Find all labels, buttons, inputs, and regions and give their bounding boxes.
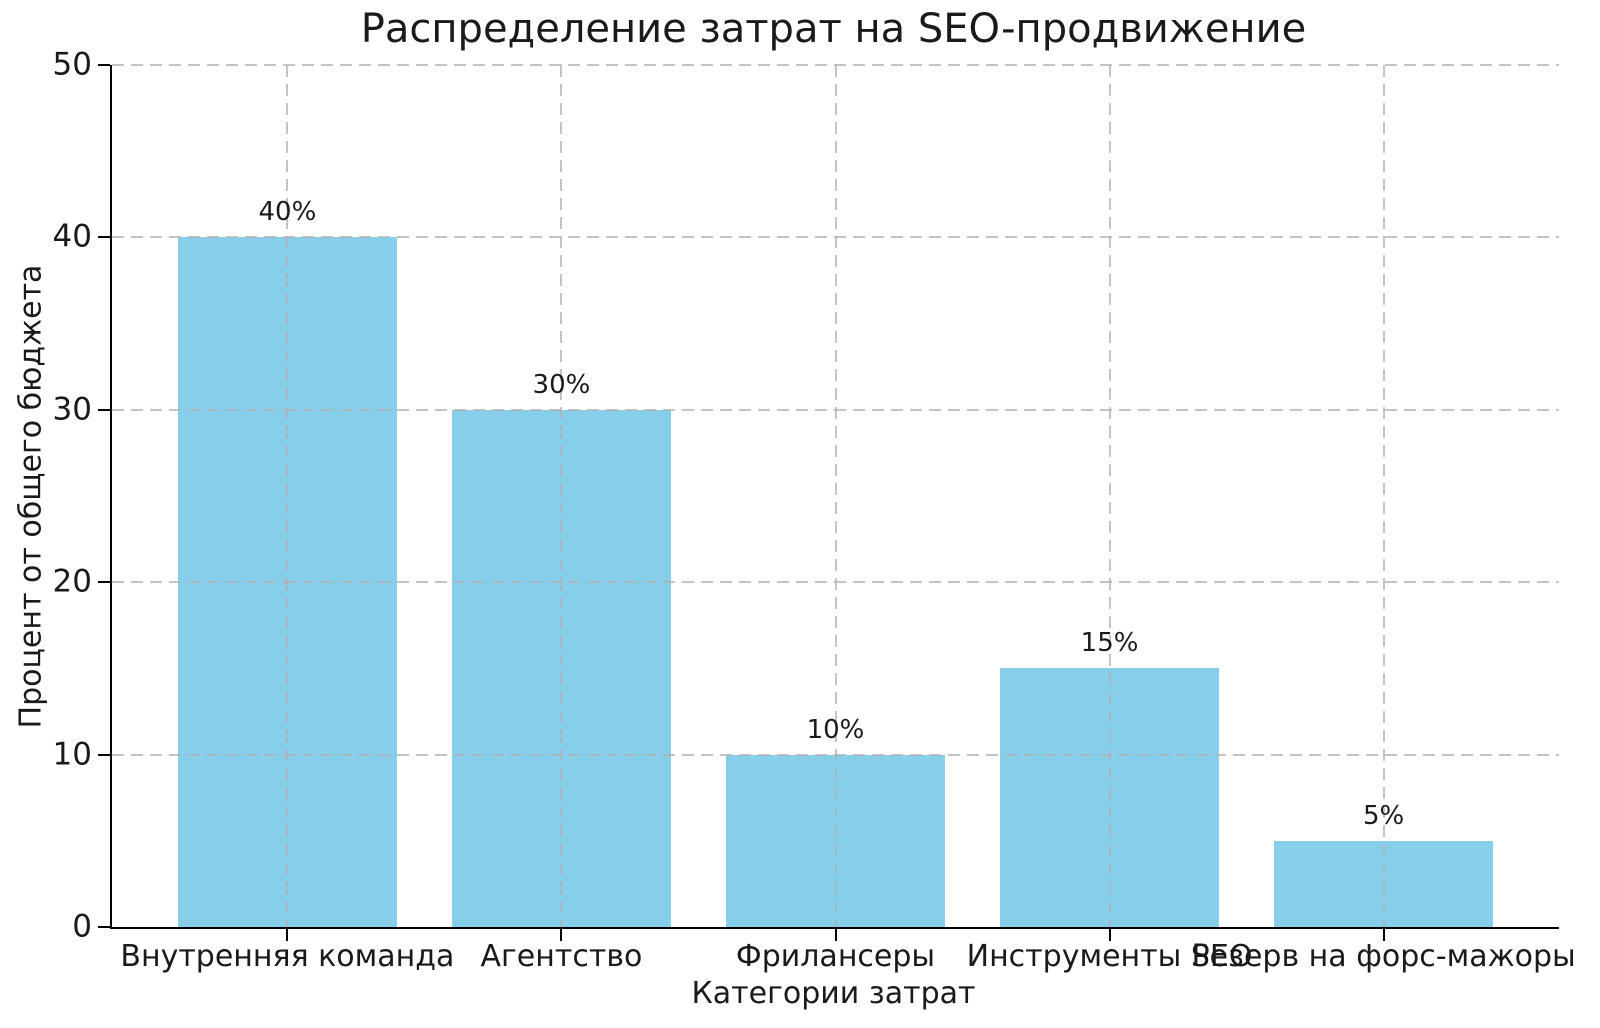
y-axis-title: Процент от общего бюджета bbox=[13, 264, 49, 728]
y-tick-mark-20 bbox=[98, 581, 110, 584]
x-tick-mark-2 bbox=[834, 929, 837, 941]
y-tick-mark-40 bbox=[98, 236, 110, 239]
gridline-v-0 bbox=[286, 65, 289, 927]
x-tick-label-0: Внутренняя команда bbox=[120, 939, 455, 974]
y-tick-label-40: 40 bbox=[52, 218, 92, 255]
x-tick-mark-0 bbox=[286, 929, 289, 941]
x-tick-mark-1 bbox=[560, 929, 563, 941]
x-tick-label-4: Резерв на форс-мажоры bbox=[1191, 939, 1576, 974]
bar-value-label-1: 30% bbox=[532, 369, 591, 400]
gridline-v-2 bbox=[834, 65, 837, 927]
y-tick-mark-50 bbox=[98, 64, 110, 67]
x-tick-label-3: Инструменты SEO bbox=[966, 939, 1253, 974]
y-tick-label-30: 30 bbox=[52, 391, 92, 428]
x-tick-label-1: Агентство bbox=[480, 939, 643, 974]
x-axis-title: Категории затрат bbox=[691, 976, 976, 1011]
x-tick-mark-3 bbox=[1108, 929, 1111, 941]
y-tick-label-50: 50 bbox=[52, 46, 92, 83]
y-tick-label-10: 10 bbox=[52, 735, 92, 772]
gridline-v-3 bbox=[1108, 65, 1111, 927]
x-tick-label-2: Фрилансеры bbox=[735, 939, 936, 974]
y-tick-label-0: 0 bbox=[72, 908, 92, 945]
y-tick-mark-30 bbox=[98, 408, 110, 411]
y-tick-mark-0 bbox=[98, 926, 110, 928]
bar-value-label-0: 40% bbox=[258, 197, 317, 228]
y-axis-title-wrap: Процент от общего бюджета bbox=[0, 65, 62, 927]
gridline-v-1 bbox=[560, 65, 563, 927]
chart-title: Распределение затрат на SEO-продвижение bbox=[360, 6, 1307, 52]
bar-value-label-4: 5% bbox=[1362, 800, 1405, 831]
bar-value-label-2: 10% bbox=[806, 714, 865, 745]
gridline-v-4 bbox=[1382, 65, 1385, 927]
y-tick-label-20: 20 bbox=[52, 563, 92, 600]
y-tick-mark-10 bbox=[98, 753, 110, 756]
plot-area: 0 10 20 30 40 50 Внутренняя команда 40% Агентств… bbox=[53, 46, 1576, 974]
x-tick-mark-4 bbox=[1382, 929, 1385, 941]
bar-value-label-3: 15% bbox=[1080, 628, 1139, 659]
